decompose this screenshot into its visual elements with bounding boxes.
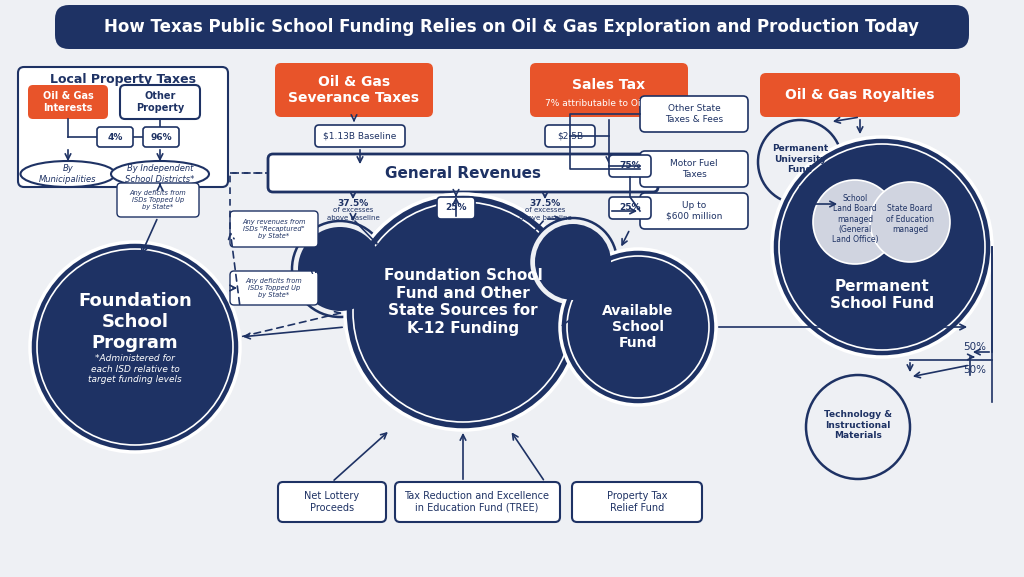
Circle shape	[30, 242, 240, 452]
Text: Motor Fuel
Taxes: Motor Fuel Taxes	[670, 159, 718, 179]
FancyBboxPatch shape	[275, 63, 433, 117]
FancyBboxPatch shape	[572, 482, 702, 522]
Text: of excesses
above baseline: of excesses above baseline	[327, 208, 379, 220]
Circle shape	[298, 227, 382, 311]
Circle shape	[772, 137, 992, 357]
Text: Any deficits from
ISDs Topped Up
by State*: Any deficits from ISDs Topped Up by Stat…	[130, 190, 186, 210]
Text: Sales Tax: Sales Tax	[572, 78, 645, 92]
FancyBboxPatch shape	[640, 193, 748, 229]
Text: Other
Property: Other Property	[136, 91, 184, 113]
Text: Oil & Gas Royalties: Oil & Gas Royalties	[785, 88, 935, 102]
Text: of excesses
above baseline: of excesses above baseline	[518, 208, 571, 220]
Text: School
Land Board
managed
(General
Land Office): School Land Board managed (General Land …	[831, 194, 879, 244]
Circle shape	[353, 202, 573, 422]
Circle shape	[806, 375, 910, 479]
FancyBboxPatch shape	[230, 271, 318, 305]
Circle shape	[870, 182, 950, 262]
Text: $1.13B Baseline: $1.13B Baseline	[324, 132, 396, 141]
Text: General Revenues: General Revenues	[385, 166, 541, 181]
Text: Any revenues from
ISDs "Recaptured"
by State*: Any revenues from ISDs "Recaptured" by S…	[243, 219, 306, 239]
Text: *Administered for
each ISD relative to
target funding levels: *Administered for each ISD relative to t…	[88, 354, 182, 384]
Text: Up to
$600 million: Up to $600 million	[666, 201, 722, 220]
Text: 25%: 25%	[445, 204, 467, 212]
Text: 4%: 4%	[108, 133, 123, 141]
Text: Net Lottery
Proceeds: Net Lottery Proceeds	[304, 491, 359, 513]
Text: By
Municipalities: By Municipalities	[39, 164, 96, 183]
FancyBboxPatch shape	[640, 96, 748, 132]
FancyBboxPatch shape	[268, 154, 658, 192]
Circle shape	[560, 249, 716, 405]
Circle shape	[772, 137, 992, 357]
Circle shape	[345, 194, 581, 430]
Text: Tax Reduction and Excellence
in Education Fund (TREE): Tax Reduction and Excellence in Educatio…	[404, 491, 550, 513]
Circle shape	[292, 221, 388, 317]
FancyBboxPatch shape	[230, 211, 318, 247]
FancyBboxPatch shape	[55, 5, 969, 49]
Text: Technology &
Instructional
Materials: Technology & Instructional Materials	[824, 410, 892, 440]
Text: Any deficits from
ISDs Topped Up
by State*: Any deficits from ISDs Topped Up by Stat…	[246, 278, 302, 298]
FancyBboxPatch shape	[278, 482, 386, 522]
Circle shape	[758, 120, 842, 204]
Circle shape	[560, 249, 716, 405]
Circle shape	[567, 256, 709, 398]
FancyBboxPatch shape	[143, 127, 179, 147]
Circle shape	[37, 249, 233, 445]
Text: Property Tax
Relief Fund: Property Tax Relief Fund	[607, 491, 668, 513]
FancyBboxPatch shape	[640, 151, 748, 187]
Text: 37.5%: 37.5%	[337, 200, 369, 208]
FancyBboxPatch shape	[315, 125, 406, 147]
Text: How Texas Public School Funding Relies on Oil & Gas Exploration and Production T: How Texas Public School Funding Relies o…	[104, 18, 920, 36]
FancyBboxPatch shape	[609, 197, 651, 219]
Text: 7% attributable to Oil & Gas: 7% attributable to Oil & Gas	[545, 99, 673, 107]
FancyBboxPatch shape	[437, 197, 475, 219]
FancyBboxPatch shape	[117, 183, 199, 217]
Text: $2.5B: $2.5B	[557, 132, 583, 141]
Text: State
Highway
Fund: State Highway Fund	[551, 244, 595, 274]
FancyBboxPatch shape	[28, 85, 108, 119]
Text: By Independent
School Districts*: By Independent School Districts*	[125, 164, 195, 183]
Ellipse shape	[20, 161, 116, 187]
Text: Economic
Stabilization
(Rainy Day)
Fund: Economic Stabilization (Rainy Day) Fund	[308, 245, 372, 285]
Text: Foundation
School
Program: Foundation School Program	[78, 292, 191, 352]
FancyBboxPatch shape	[760, 73, 961, 117]
FancyBboxPatch shape	[97, 127, 133, 147]
Text: 37.5%: 37.5%	[529, 200, 560, 208]
Text: Permanent
University
Fund: Permanent University Fund	[772, 144, 828, 174]
FancyBboxPatch shape	[609, 155, 651, 177]
Text: Permanent
School Fund: Permanent School Fund	[829, 279, 934, 311]
FancyBboxPatch shape	[545, 125, 595, 147]
FancyBboxPatch shape	[530, 63, 688, 117]
Text: Local Property Taxes: Local Property Taxes	[50, 73, 196, 85]
Text: Available
School
Fund: Available School Fund	[602, 304, 674, 350]
FancyBboxPatch shape	[120, 85, 200, 119]
Circle shape	[813, 180, 897, 264]
FancyBboxPatch shape	[395, 482, 560, 522]
Text: Foundation School
Fund and Other
State Sources for
K-12 Funding: Foundation School Fund and Other State S…	[384, 268, 543, 336]
Text: 25%: 25%	[620, 204, 641, 212]
FancyBboxPatch shape	[18, 67, 228, 187]
Text: 96%: 96%	[151, 133, 172, 141]
Text: 75%: 75%	[620, 162, 641, 170]
Circle shape	[779, 144, 985, 350]
Ellipse shape	[111, 161, 209, 187]
Text: State Board
of Education
managed: State Board of Education managed	[886, 204, 934, 234]
Text: 50%: 50%	[964, 342, 986, 352]
Circle shape	[535, 224, 611, 300]
Circle shape	[529, 218, 617, 306]
Text: Oil & Gas
Interests: Oil & Gas Interests	[43, 91, 93, 113]
Circle shape	[345, 194, 581, 430]
Text: Oil & Gas
Severance Taxes: Oil & Gas Severance Taxes	[289, 75, 420, 105]
Text: Other State
Taxes & Fees: Other State Taxes & Fees	[665, 104, 723, 123]
Text: 50%: 50%	[964, 365, 986, 375]
